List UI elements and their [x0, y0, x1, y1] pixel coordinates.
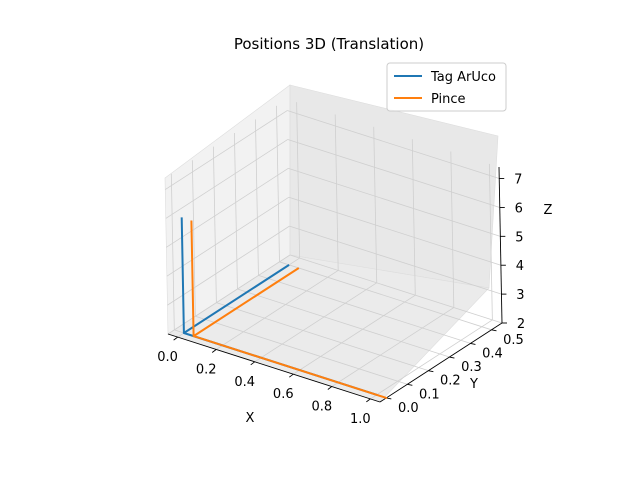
z-tick-label: 3	[516, 288, 524, 303]
y-tick-label: 0.2	[440, 374, 461, 389]
x-gridline-back	[373, 126, 378, 283]
x-gridline-floor	[215, 270, 339, 350]
x-tick-mark	[327, 386, 333, 390]
y-gridline-left	[276, 105, 280, 262]
z-tick-label: 2	[517, 317, 525, 332]
y-gridline-left	[255, 119, 259, 276]
x-gridline-floor	[254, 282, 377, 363]
z-gridline-back	[288, 167, 501, 237]
x-gridline-back	[488, 163, 493, 320]
y-gridline-left	[170, 173, 175, 330]
z-gridline-left	[165, 110, 288, 190]
y-tick-mark	[449, 356, 455, 359]
legend: Tag ArUco Pince	[386, 62, 507, 112]
y-tick-mark	[407, 383, 413, 386]
x-gridline-floor	[370, 319, 493, 400]
data-series	[180, 217, 388, 399]
x-tick-mark	[250, 361, 255, 366]
z-tick-label: 6	[515, 201, 523, 216]
x-tick-label: 0.0	[157, 350, 178, 365]
x-axis-line	[167, 333, 381, 403]
y-tick-label: 0.1	[419, 387, 440, 402]
z-tick-label: 5	[515, 230, 523, 245]
z-gridline-left	[167, 254, 291, 335]
x-tick-label: 0.2	[196, 362, 217, 377]
x-tick-mark	[289, 373, 294, 378]
axis-lines	[167, 166, 507, 403]
series-line-pince	[190, 220, 388, 399]
x-tick-label: 1.0	[350, 412, 371, 427]
y-tick-label: 0.3	[461, 360, 482, 375]
x-tick-mark	[211, 349, 217, 353]
y-gridline-floor	[279, 261, 492, 331]
z-tick-label: 4	[516, 259, 524, 274]
y-tick-label: 0.4	[482, 346, 503, 361]
z-gridline-back	[289, 225, 502, 295]
legend-label-pince: Pince	[431, 92, 466, 107]
z-gridline-back	[289, 254, 503, 324]
x-tick-mark	[173, 336, 178, 341]
y-axis-line	[379, 322, 503, 403]
z-gridline-back	[287, 110, 500, 179]
y-gridline-left	[191, 160, 196, 317]
y-gridline-floor	[237, 288, 450, 358]
x-gridline-back	[296, 102, 301, 259]
pane-back	[289, 84, 499, 289]
y-axis-label: Y	[469, 377, 478, 392]
y-tick-mark	[470, 342, 476, 345]
tick-labels: 0.00.20.40.60.81.00.00.10.20.30.40.52345…	[157, 173, 525, 427]
y-gridline-left	[212, 146, 217, 303]
x-gridline-back	[411, 139, 416, 296]
x-gridline-floor	[293, 294, 416, 375]
y-gridline-left	[234, 133, 238, 290]
y-gridline-floor	[195, 315, 408, 385]
x-gridline-back	[450, 151, 455, 308]
y-tick-mark	[428, 370, 434, 373]
y-gridline-floor	[258, 275, 471, 344]
legend-label-tag-aruco: Tag ArUco	[430, 70, 496, 85]
x-tick-label: 0.6	[273, 387, 294, 402]
z-gridline-left	[166, 167, 289, 248]
x-axis-label: X	[246, 411, 255, 426]
x-tick-mark	[366, 398, 371, 403]
z-gridline-left	[165, 139, 288, 219]
y-tick-mark	[491, 329, 497, 332]
z-gridline-left	[166, 196, 290, 277]
z-axis-label: Z	[544, 203, 553, 218]
x-gridline-floor	[331, 307, 455, 387]
z-gridline-back	[288, 196, 502, 266]
y-gridline-floor	[216, 302, 429, 372]
y-tick-label: 0.0	[398, 401, 419, 416]
z-gridline-back	[287, 139, 500, 208]
x-tick-label: 0.4	[234, 375, 255, 390]
x-tick-label: 0.8	[311, 400, 332, 415]
z-gridline-left	[167, 225, 290, 306]
chart-title: Positions 3D (Translation)	[234, 35, 424, 53]
x-gridline-back	[334, 114, 339, 271]
z-tick-label: 7	[514, 173, 522, 188]
y-tick-label: 0.5	[503, 333, 524, 348]
z-axis-line	[498, 166, 503, 324]
